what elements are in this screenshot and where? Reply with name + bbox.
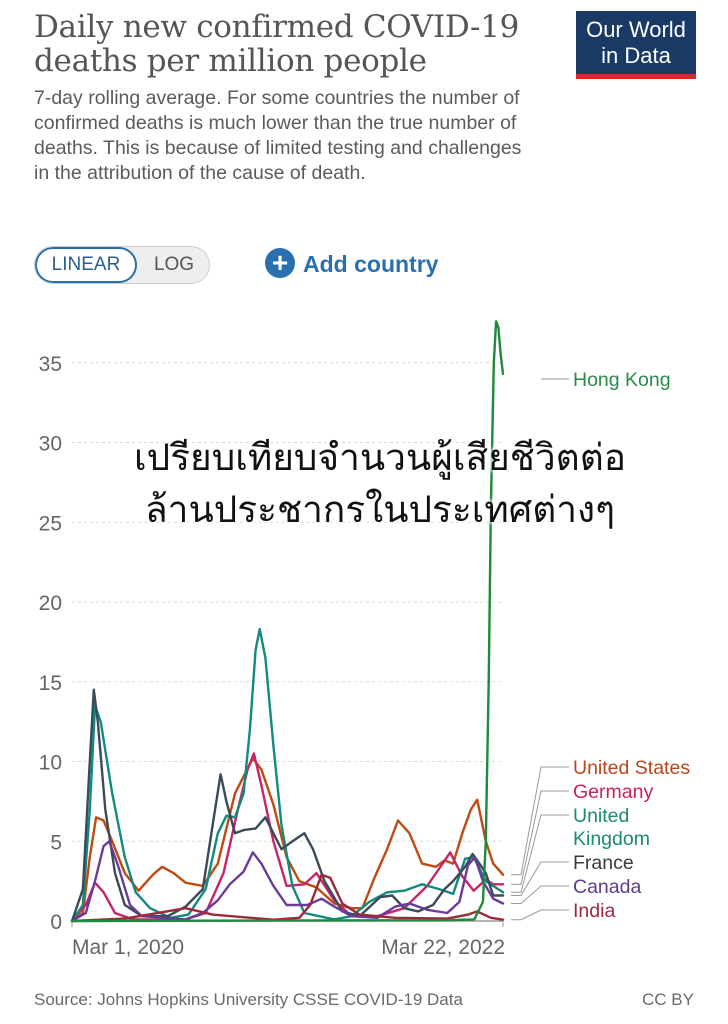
series-line-united-states (70, 757, 505, 923)
y-tick-label: 35 (39, 353, 62, 376)
legend-label-canada: Canada (573, 876, 641, 898)
line-chart: 0 5 10 15 20 25 30 35 Mar 1, 2020 Mar 22, 2022 Hon… (39, 320, 690, 959)
owid-logo[interactable]: Our World in Data (576, 11, 696, 79)
y-tick-label: 15 (39, 672, 62, 695)
legend-connector (511, 909, 569, 921)
y-tick-label: 10 (39, 752, 62, 775)
logo-line-2: in Data (601, 43, 671, 68)
source-note: Source: Johns Hopkins University CSSE CO… (34, 990, 463, 1009)
add-country-label: Add country (303, 251, 439, 277)
legend-connector (511, 766, 569, 876)
series-line-india (70, 873, 505, 923)
legend-label-india: India (573, 900, 615, 922)
legend-connector (511, 861, 569, 896)
legend-connector (511, 885, 569, 904)
overlay-line-2: ล้านประชากรในประเทศต่างๆ (145, 488, 615, 531)
series-line-united-kingdom (70, 627, 505, 923)
y-tick-label: 5 (50, 831, 62, 854)
legend-label-germany: Germany (573, 781, 653, 803)
legend-connector (511, 790, 569, 885)
x-tick-label-start: Mar 1, 2020 (72, 936, 184, 959)
thai-overlay-caption: เปรียบเทียบจำนวนผู้เสียชีวิตต่อ ล้านประช… (60, 432, 700, 536)
y-tick-label: 20 (39, 592, 62, 615)
x-tick-label-end: Mar 22, 2022 (381, 936, 505, 959)
legend-label-united-kingdom: United Kingdom (573, 805, 650, 850)
scale-toggle[interactable]: LINEAR LOG (34, 246, 210, 284)
legend-label-france: France (573, 852, 634, 874)
add-country-button[interactable]: + Add country (265, 248, 438, 280)
log-scale-button[interactable]: LOG (153, 254, 195, 275)
y-tick-label: 0 (50, 911, 62, 934)
y-tick-label: 30 (39, 433, 62, 456)
linear-scale-button[interactable]: LINEAR (35, 247, 137, 283)
y-tick-label: 25 (39, 512, 62, 535)
series-line-france (70, 688, 505, 923)
plus-circle-icon: + (265, 248, 295, 278)
series-line-canada (70, 840, 505, 923)
chart-subtitle: 7-day rolling average. For some countrie… (34, 87, 522, 184)
legend-label-united-states: United States (573, 757, 690, 779)
series-line-hong-kong (70, 320, 505, 923)
logo-line-1: Our World (586, 17, 686, 42)
overlay-line-1: เปรียบเทียบจำนวนผู้เสียชีวิตต่อ (134, 436, 626, 479)
legend-label-hong-kong: Hong Kong (573, 369, 671, 391)
chart-title: Daily new confirmed COVID-19 deaths per … (34, 9, 520, 79)
license-note[interactable]: CC BY (642, 990, 694, 1009)
legend-connector (511, 814, 569, 893)
